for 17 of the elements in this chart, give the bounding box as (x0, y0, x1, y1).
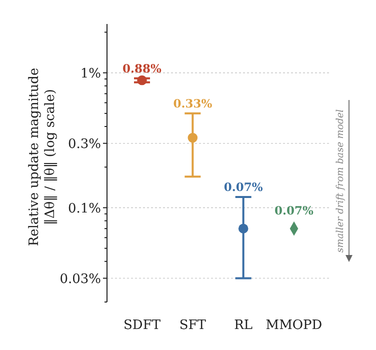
point (188, 132, 198, 143)
data-label: 0.88% (122, 61, 162, 76)
y-tick-label: 0.03% (60, 272, 101, 287)
x-tick-label: SDFT (123, 318, 161, 333)
y-tick-label: 0.3% (68, 136, 101, 152)
y-tick-label: 0.1% (68, 201, 101, 216)
data-label: 0.07% (274, 204, 314, 218)
data-label: 0.07% (224, 180, 263, 194)
x-tick-label: MMOPD (266, 318, 322, 333)
x-tick-label: RL (234, 318, 253, 333)
y-axis-title: Relative update magnitude ‖Δθ‖ / ‖θ‖ (log scale) (27, 68, 58, 246)
y-tick-label: 1% (80, 66, 101, 82)
text: smaller drift from base model (335, 109, 346, 253)
point (137, 75, 147, 86)
x-tick-label: SFT (179, 318, 206, 333)
data-label: 0.33% (173, 96, 212, 110)
point (238, 224, 248, 234)
